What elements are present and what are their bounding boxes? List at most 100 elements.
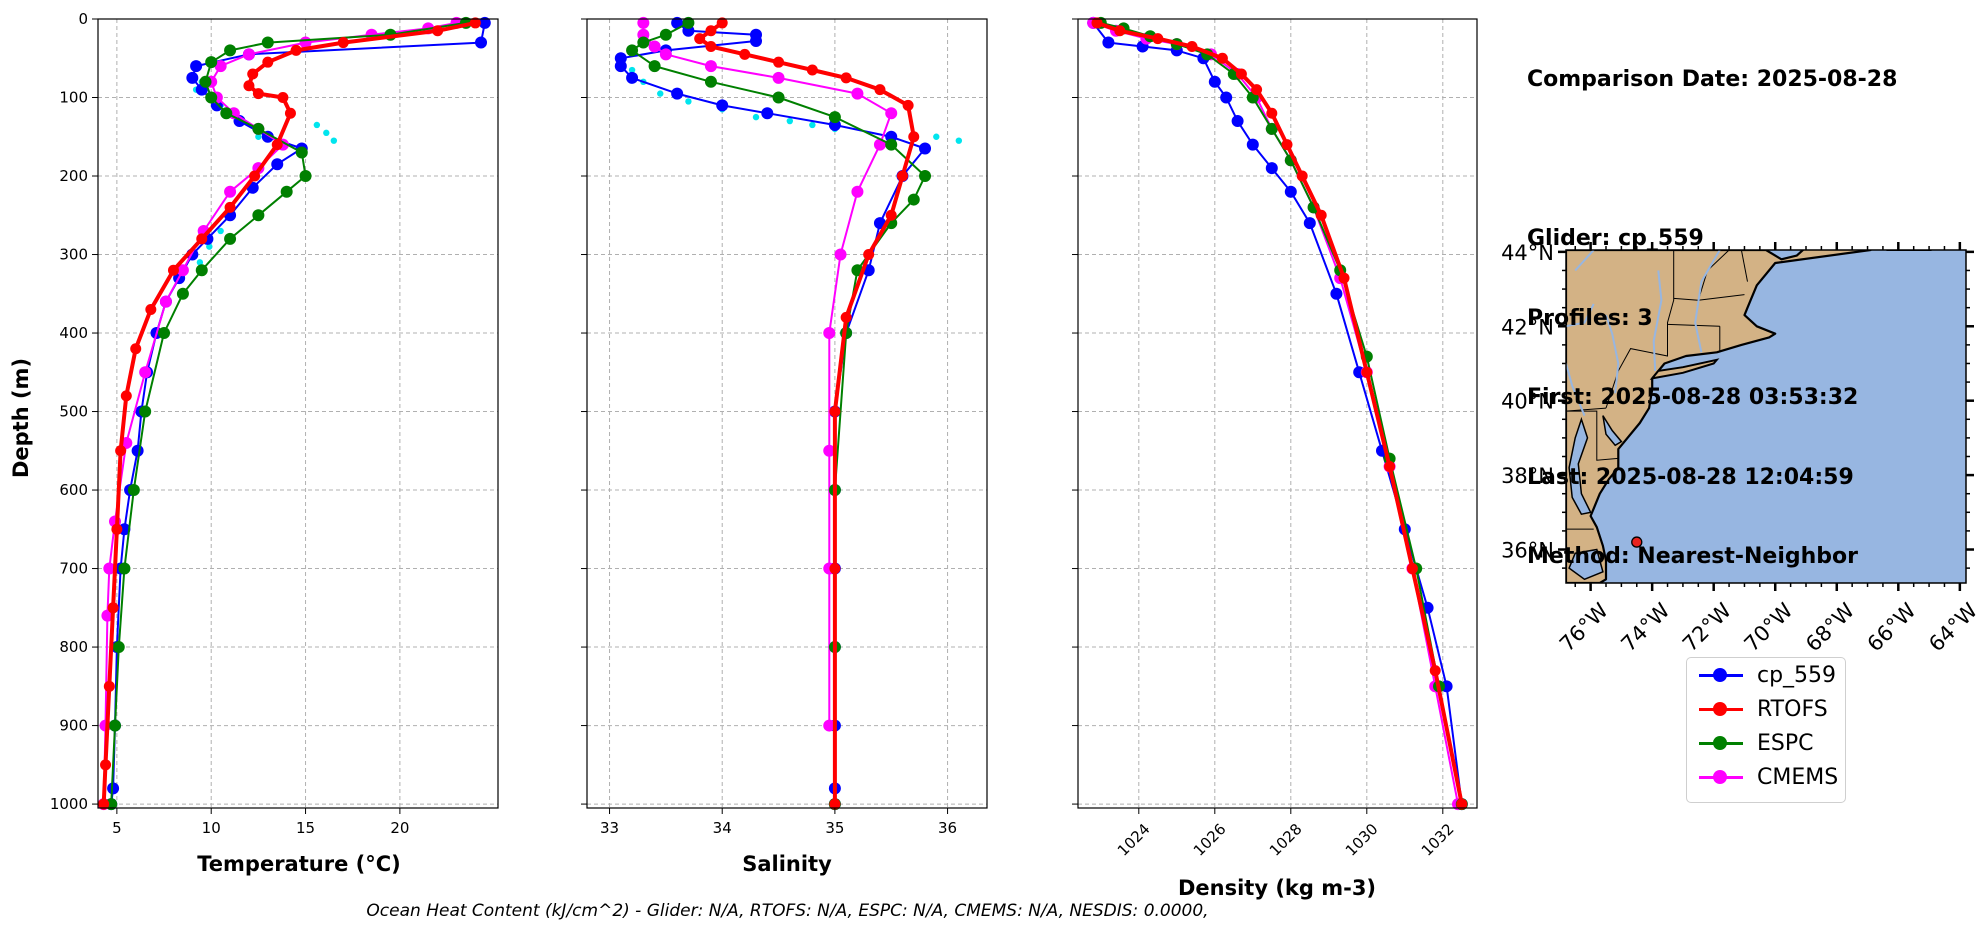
- extra-point: [685, 98, 692, 105]
- data-point-cmems: [823, 444, 836, 457]
- data-point-rtofs: [271, 139, 283, 151]
- river: [1694, 250, 1721, 353]
- lon-label: 72°W: [1678, 598, 1736, 656]
- y-tick-label: 100: [59, 89, 88, 107]
- x-tick-label: 1026: [1190, 820, 1230, 860]
- lat-label: 42°N: [1501, 315, 1554, 339]
- data-point-cp559: [626, 71, 639, 84]
- data-point-rtofs: [908, 131, 920, 143]
- data-point-espc: [907, 193, 920, 206]
- data-point-espc: [280, 185, 293, 198]
- extra-point: [323, 129, 330, 137]
- data-point-rtofs: [1281, 139, 1293, 151]
- y-tick-label: 200: [59, 167, 88, 185]
- data-point-cmems: [772, 71, 785, 84]
- data-point-espc: [195, 264, 208, 277]
- data-point-cp559: [271, 158, 284, 171]
- legend-item-rtofs: RTOFS: [1695, 696, 1843, 726]
- data-point-rtofs: [100, 759, 112, 771]
- data-point-espc: [118, 562, 131, 575]
- last-time: Last: 2025-08-28 12:04:59: [1527, 464, 1854, 490]
- data-point-rtofs: [885, 209, 897, 221]
- extra-point: [955, 137, 963, 144]
- lat-label: 40°N: [1501, 390, 1554, 414]
- data-point-espc: [252, 122, 265, 135]
- legend-label: CMEMS: [1757, 765, 1839, 790]
- data-point-rtofs: [896, 170, 908, 182]
- data-point-cp559: [1208, 75, 1221, 88]
- lat-label: 44°N: [1501, 241, 1554, 265]
- axes-frame: [586, 18, 988, 809]
- river: [1574, 250, 1595, 272]
- river: [1652, 270, 1663, 371]
- series-line-espc: [1100, 21, 1463, 805]
- series-line-cmems: [1092, 21, 1459, 805]
- data-point-rtofs: [277, 92, 289, 104]
- y-tick-label: 900: [59, 717, 88, 735]
- data-point-rtofs: [773, 56, 785, 68]
- x-tick-label: 20: [390, 819, 409, 837]
- state-border: [1698, 294, 1745, 301]
- data-point-rtofs: [705, 40, 717, 52]
- y-tick-label: 1000: [50, 795, 88, 813]
- lon-label: 66°W: [1863, 598, 1921, 656]
- data-point-rtofs: [863, 249, 875, 261]
- data-point-cp559: [1220, 91, 1233, 104]
- data-point-rtofs: [705, 25, 717, 37]
- data-point-espc: [252, 209, 265, 222]
- x-tick-label: 1032: [1418, 820, 1458, 860]
- data-point-rtofs: [432, 25, 444, 37]
- data-point-cmems: [224, 185, 237, 198]
- data-point-espc: [648, 60, 661, 73]
- legend-label: cp_559: [1757, 663, 1837, 688]
- data-point-espc: [919, 170, 932, 183]
- legend-item-espc: ESPC: [1695, 730, 1843, 760]
- data-point-cp559: [1330, 287, 1343, 300]
- data-point-cp559: [1231, 115, 1244, 128]
- data-point-rtofs: [1235, 68, 1247, 80]
- x-tick-label: 10: [202, 819, 221, 837]
- y-tick-label: 500: [59, 403, 88, 421]
- data-point-rtofs: [337, 37, 349, 49]
- y-tick-label: 700: [59, 560, 88, 578]
- data-point-rtofs: [120, 390, 132, 402]
- data-point-rtofs: [111, 523, 123, 535]
- ohc-footer: Ocean Heat Content (kJ/cm^2) - Glider: N…: [366, 901, 1209, 921]
- data-point-espc: [220, 107, 233, 120]
- legend-marker-cmems: [1713, 770, 1727, 784]
- extra-point: [313, 121, 321, 129]
- data-point-cmems: [823, 327, 836, 340]
- x-tick-label: 33: [600, 819, 619, 837]
- data-point-rtofs: [262, 56, 274, 68]
- extra-point: [330, 137, 338, 144]
- x-tick-label: 34: [713, 819, 732, 837]
- data-point-rtofs: [1361, 366, 1373, 378]
- data-point-cmems: [659, 48, 672, 61]
- data-point-cp559: [614, 60, 627, 73]
- data-point-rtofs: [1406, 563, 1418, 575]
- y-tick-label: 300: [59, 246, 88, 264]
- legend-marker-espc: [1713, 736, 1727, 750]
- lon-label: 68°W: [1801, 598, 1859, 656]
- x-tick-label: 15: [296, 819, 315, 837]
- data-point-rtofs: [469, 17, 481, 29]
- data-point-rtofs: [694, 33, 706, 45]
- coastline: [1566, 250, 1872, 583]
- data-point-cmems: [159, 295, 172, 308]
- data-point-rtofs: [902, 99, 914, 111]
- state-border: [1566, 410, 1619, 461]
- data-point-cp559: [1284, 185, 1297, 198]
- x-tick-label: 1024: [1114, 820, 1154, 860]
- data-point-espc: [139, 405, 152, 418]
- data-point-rtofs: [840, 311, 852, 323]
- extra-point: [933, 133, 940, 140]
- data-point-espc: [704, 75, 717, 88]
- density-panel: 1024 1026 1028 1030 1032: [1072, 16, 1478, 860]
- data-point-espc: [772, 91, 785, 104]
- data-point-rtofs: [167, 264, 179, 276]
- data-point-rtofs: [1114, 25, 1126, 37]
- legend: cp_559 RTOFS ESPC CMEMS: [1686, 657, 1846, 803]
- data-point-espc: [205, 91, 218, 104]
- lon-label: 76°W: [1555, 598, 1613, 656]
- extra-point: [657, 90, 664, 97]
